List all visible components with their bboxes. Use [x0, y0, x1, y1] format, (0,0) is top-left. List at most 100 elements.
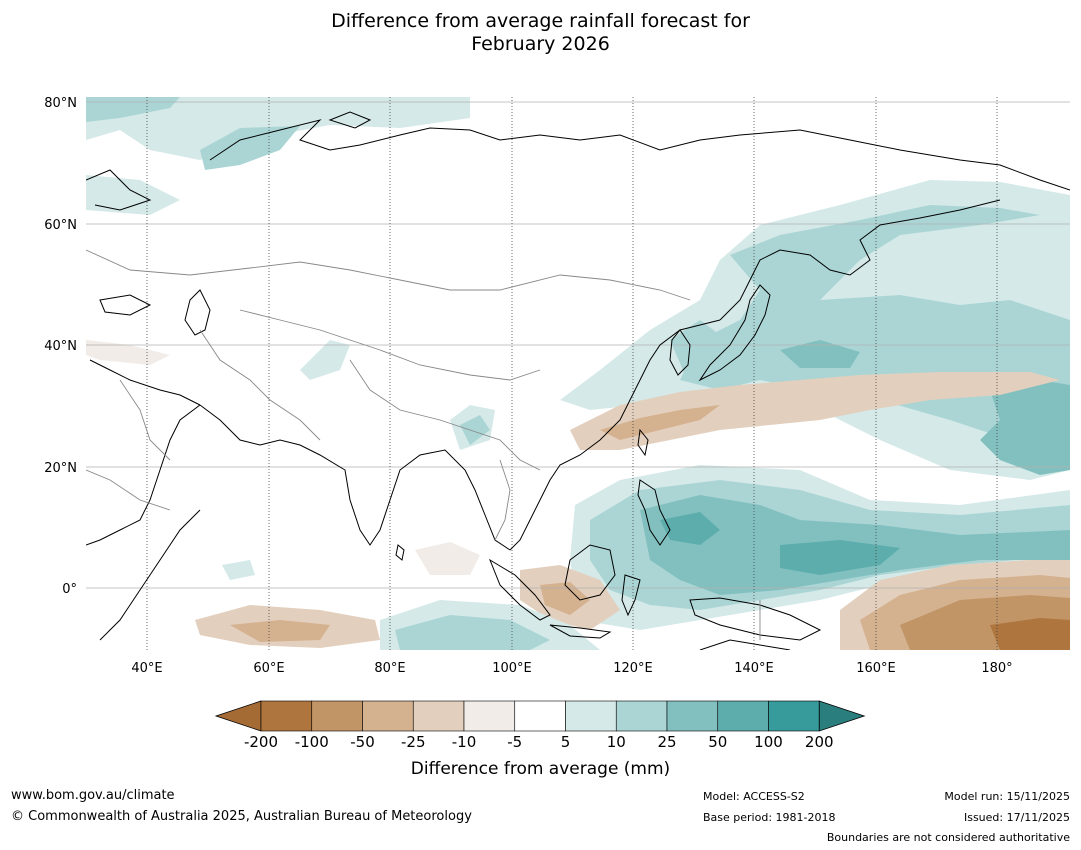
model-name: Model: ACCESS-S2: [703, 790, 805, 803]
coastline-sulawesi: [621, 574, 641, 617]
coastline-taiwan: [637, 428, 649, 457]
coastline-philippines: [637, 479, 671, 546]
colorbar-swatch: [615, 700, 668, 732]
lon-label-140e: 140°E: [734, 661, 774, 676]
coastline-black-sea: [99, 294, 152, 316]
country-borders: [86, 249, 761, 640]
coastline-horn-of-africa: [99, 509, 201, 641]
colorbar-arrow-low: [214, 700, 262, 732]
colorbar-swatch: [412, 700, 465, 732]
coastline-korea: [669, 329, 691, 376]
lon-label-100e: 100°E: [492, 661, 532, 676]
border-central-asia: [239, 309, 541, 381]
colorbar-tick-label: -25: [401, 733, 426, 751]
anomaly-region-subtropical-dry-inner: [600, 405, 720, 440]
coastlines: [86, 111, 1070, 650]
colorbar-swatch: [768, 700, 820, 732]
colorbar-tick-label: -5: [507, 733, 523, 751]
base-period: Base period: 1981-2018: [703, 811, 836, 824]
colorbar-title: Difference from average (mm): [410, 759, 671, 779]
website-link[interactable]: www.bom.gov.au/climate: [11, 788, 175, 803]
colorbar-swatch: [717, 700, 769, 732]
coastline-new-guinea: [689, 597, 822, 641]
lon-label-160e: 160°E: [856, 661, 896, 676]
lon-label-120e: 120°E: [613, 661, 653, 676]
colorbar-swatch: [565, 700, 617, 732]
lat-label-80n: 80°N: [44, 96, 77, 111]
coastline-sri-lanka: [395, 544, 405, 561]
coastline-east-asia: [509, 319, 721, 551]
lat-label-20n: 20°N: [44, 461, 77, 476]
border-arabia: [119, 379, 171, 461]
lat-label-0: 0°: [62, 582, 77, 597]
coastline-caspian-sea: [184, 289, 211, 336]
title-line-1: Difference from average rainfall forecas…: [331, 10, 750, 32]
anomaly-region-subtropical-dry: [570, 372, 1060, 450]
coastline-red-sea: [89, 359, 201, 406]
coastline-arabian-peninsula: [86, 404, 201, 546]
anomaly-region-tropical-pacific-core: [660, 512, 900, 575]
model-run-date: Model run: 15/11/2025: [944, 790, 1070, 803]
coastline-south-asia: [199, 404, 511, 551]
colorbar-swatch: [463, 700, 516, 732]
gridlines: [86, 101, 1070, 589]
colorbar-swatch: [311, 700, 363, 732]
coastline-japan: [698, 284, 771, 382]
colorbar-tick-label: 25: [657, 733, 677, 751]
colorbar: [214, 700, 866, 732]
coastline-novaya-zemlya: [328, 111, 372, 129]
colorbar-arrow-high: [818, 700, 866, 732]
issued-date: Issued: 17/11/2025: [963, 811, 1070, 824]
colorbar-tick-label: -100: [294, 733, 329, 751]
coastline-java: [549, 624, 612, 639]
longitude-labels: 40°E 60°E 80°E 100°E 120°E 140°E 160°E 1…: [131, 661, 1012, 676]
lat-label-60n: 60°N: [44, 218, 77, 233]
anomaly-region-indonesia-dry-core: [540, 582, 590, 615]
anomaly-region-northwest: [86, 175, 180, 215]
colorbar-swatch: [666, 700, 719, 732]
anomaly-shading: [86, 97, 1070, 650]
border-south-asia: [349, 359, 541, 471]
colorbar-tick-label: 200: [804, 733, 834, 751]
anomaly-region-arctic-core: [86, 97, 180, 122]
colorbar-swatch: [260, 700, 313, 732]
lon-label-180: 180°: [981, 661, 1012, 676]
coastline-borneo: [564, 544, 616, 601]
anomaly-region-bay-of-bengal-dry: [415, 542, 480, 575]
title-line-2: February 2026: [471, 33, 610, 55]
anomaly-region-indian-ocean-south-wet-core: [395, 615, 550, 650]
colorbar-tick-label: 5: [560, 733, 571, 751]
border-southeast-asia: [494, 459, 511, 541]
anomaly-region-indian-ocean-dry-core: [230, 620, 330, 642]
map-area: [86, 97, 1070, 650]
colorbar-tick-label: -50: [350, 733, 375, 751]
copyright-notice: © Commonwealth of Australia 2025, Austra…: [11, 809, 472, 824]
coastline-australia: [699, 639, 791, 650]
colorbar-tick-label: -10: [451, 733, 477, 751]
anomaly-region-middle-east-dry: [86, 340, 170, 365]
anomaly-region-scandinavia: [200, 126, 300, 170]
coastline-scandinavia: [86, 169, 152, 211]
lon-label-60e: 60°E: [253, 661, 284, 676]
anomaly-region-southwest-pacific-dry-core: [990, 618, 1070, 650]
border-africa: [86, 469, 171, 511]
border-middle-east: [199, 329, 321, 441]
colorbar-tick-label: 10: [606, 733, 626, 751]
anomaly-region-north-pacific-core: [780, 340, 860, 368]
colorbar-swatch: [362, 700, 414, 732]
coastline-arctic: [209, 119, 1070, 191]
border-russia-kazakhstan-china-mongolia: [86, 249, 691, 301]
colorbar-tick-label: 100: [754, 733, 783, 751]
latitude-labels: 80°N 60°N 40°N 20°N 0°: [44, 96, 77, 597]
colorbar-tick-label: 50: [708, 733, 728, 751]
coastline-sumatra: [488, 558, 551, 621]
lat-label-40n: 40°N: [44, 339, 77, 354]
colorbar-swatch: [514, 700, 566, 732]
boundaries-disclaimer: Boundaries are not considered authoritat…: [826, 831, 1070, 844]
coastline-kamchatka-okhotsk: [719, 199, 1001, 321]
colorbar-tick-label: -200: [243, 733, 279, 751]
meridians: [146, 97, 998, 650]
chart-title: Difference from average rainfall forecas…: [0, 10, 1081, 56]
anomaly-region-arabian-sea-wet: [222, 560, 255, 580]
